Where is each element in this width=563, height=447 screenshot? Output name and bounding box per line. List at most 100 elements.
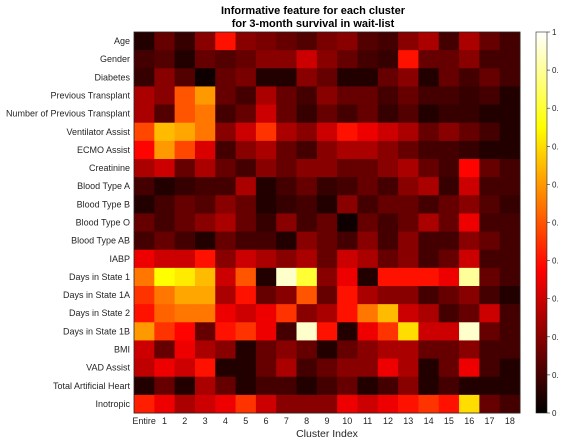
heatmap-cell xyxy=(276,122,297,142)
heatmap-cell xyxy=(418,304,440,323)
heatmap-cell xyxy=(296,376,318,396)
heatmap-cell xyxy=(377,249,399,269)
heatmap-cell xyxy=(174,140,196,160)
heatmap-cell xyxy=(154,86,176,105)
colorbar xyxy=(535,31,548,414)
heatmap-cell xyxy=(174,340,196,359)
heatmap-cell xyxy=(479,122,501,142)
heatmap-cell xyxy=(479,177,501,196)
heatmap-cell xyxy=(296,104,318,124)
heatmap-cell xyxy=(174,86,196,105)
column-label: 13 xyxy=(403,416,413,426)
heatmap-cell xyxy=(499,122,521,142)
heatmap-cell xyxy=(235,286,257,305)
heatmap-cell xyxy=(235,159,257,178)
heatmap-cell xyxy=(438,86,460,105)
heatmap-cell xyxy=(377,286,399,305)
heatmap-cell xyxy=(337,195,358,214)
heatmap-cell xyxy=(418,50,440,69)
heatmap-cell xyxy=(215,286,236,305)
heatmap-cell xyxy=(499,358,521,378)
heatmap-cell xyxy=(377,394,399,414)
heatmap-cell xyxy=(215,376,236,396)
heatmap-cell xyxy=(255,394,277,414)
heatmap-cell xyxy=(499,267,521,287)
column-label: 1 xyxy=(162,416,167,426)
heatmap-cell xyxy=(357,358,379,378)
column-label: 15 xyxy=(444,416,454,426)
heatmap-cell xyxy=(215,32,236,51)
heatmap-cell xyxy=(438,231,460,251)
colorbar-tick-label: 0. xyxy=(552,180,559,189)
heatmap-cell xyxy=(174,394,196,414)
heatmap-cell xyxy=(479,394,501,414)
heatmap-cell xyxy=(398,358,419,378)
heatmap-cell xyxy=(337,68,358,87)
heatmap-cell xyxy=(337,286,358,305)
heatmap-cell xyxy=(296,249,318,269)
heatmap-cell xyxy=(194,322,216,341)
heatmap-cell xyxy=(357,394,379,414)
heatmap-cell xyxy=(276,286,297,305)
heatmap-cell xyxy=(235,394,257,414)
heatmap-cell xyxy=(479,358,501,378)
heatmap-cell xyxy=(194,358,216,378)
heatmap-cell xyxy=(134,340,155,359)
row-label: Inotropic xyxy=(95,399,130,409)
heatmap-cell xyxy=(194,394,216,414)
heatmap-cell xyxy=(357,159,379,178)
heatmap-cell xyxy=(459,322,480,341)
heatmap-cell xyxy=(357,376,379,396)
heatmap-cell xyxy=(398,140,419,160)
heatmap-cell xyxy=(438,140,460,160)
heatmap-cell xyxy=(479,322,501,341)
heatmap-cell xyxy=(154,376,176,396)
heatmap-cell xyxy=(174,32,196,51)
heatmap-cell xyxy=(134,50,155,69)
heatmap-cell xyxy=(174,231,196,251)
heatmap-cell xyxy=(357,340,379,359)
heatmap-cell xyxy=(255,50,277,69)
plot-frame xyxy=(133,31,521,414)
heatmap-cell xyxy=(357,177,379,196)
column-label: 6 xyxy=(264,416,269,426)
heatmap-cell xyxy=(418,32,440,51)
heatmap-cell xyxy=(337,86,358,105)
heatmap-cell xyxy=(194,86,216,105)
heatmap-cell xyxy=(174,267,196,287)
heatmap-cell xyxy=(154,177,176,196)
heatmap-cell xyxy=(499,104,521,124)
heatmap-cell xyxy=(194,195,216,214)
heatmap-cell xyxy=(194,231,216,251)
heatmap-cell xyxy=(479,140,501,160)
heatmap-cell xyxy=(316,267,338,287)
heatmap-cell xyxy=(459,177,480,196)
heatmap-cell xyxy=(459,249,480,269)
heatmap-cell xyxy=(499,376,521,396)
heatmap-cell xyxy=(235,140,257,160)
heatmap-cell xyxy=(459,231,480,251)
heatmap-cell xyxy=(296,50,318,69)
row-labels: Age Gender Diabetes Previous Transplant Numb… xyxy=(6,36,131,409)
heatmap-cell xyxy=(276,159,297,178)
column-label: 8 xyxy=(304,416,309,426)
heatmap-cell xyxy=(398,159,419,178)
heatmap-cell xyxy=(276,340,297,359)
heatmap-cell xyxy=(296,394,318,414)
row-label: Diabetes xyxy=(94,72,130,82)
row-label: Creatinine xyxy=(89,163,130,173)
heatmap-cell xyxy=(398,231,419,251)
heatmap-cell xyxy=(357,50,379,69)
heatmap-cell xyxy=(357,122,379,142)
heatmap-cell xyxy=(276,322,297,341)
heatmap-cell xyxy=(316,32,338,51)
heatmap-cell xyxy=(235,213,257,232)
heatmap-cell xyxy=(377,358,399,378)
heatmap-cell xyxy=(215,86,236,105)
heatmap-cell xyxy=(398,376,419,396)
heatmap-cell xyxy=(215,140,236,160)
heatmap-cell xyxy=(215,249,236,269)
heatmap-cell xyxy=(194,340,216,359)
heatmap-cell xyxy=(459,50,480,69)
heatmap-cell xyxy=(194,122,216,142)
